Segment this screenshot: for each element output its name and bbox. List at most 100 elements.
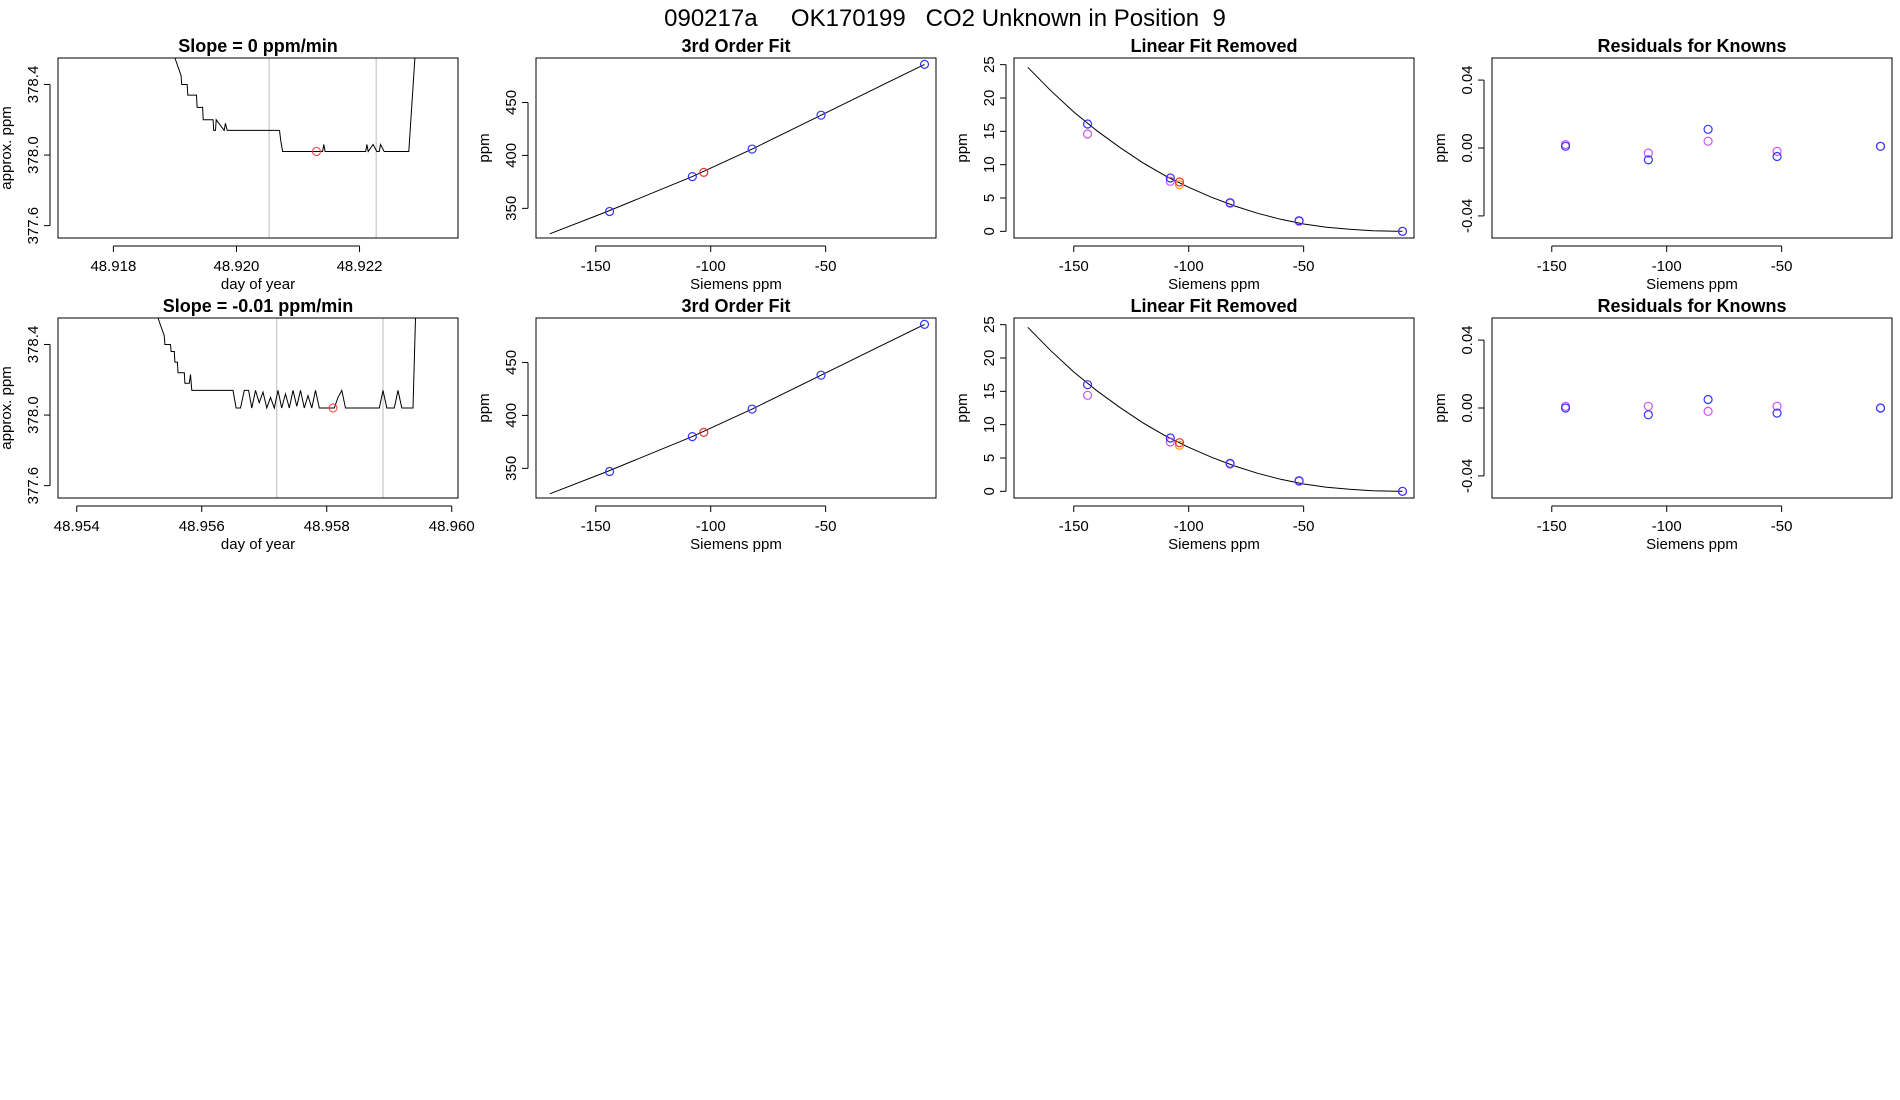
y-tick-label: 400 [503,143,520,168]
known-point [1294,216,1304,226]
y-tick-label: 20 [981,350,998,367]
plot-frame [535,317,937,499]
plot-frame [535,57,937,239]
known-point [816,110,826,120]
y-tick-label: 5 [981,194,998,202]
known-point [1397,226,1408,236]
known-point [1703,124,1713,134]
y-axis-label: ppm [476,393,493,422]
unknown-point [1174,177,1185,187]
plot-title: Slope = -0.01 ppm/min [163,296,354,316]
y-tick-label: 10 [981,416,998,433]
x-tick-label: -150 [581,258,611,275]
x-tick-label: -100 [1174,518,1204,535]
known-point [1772,151,1782,162]
y-tick-label: 350 [503,456,520,481]
y-tick-label: 350 [503,196,520,221]
x-tick-label: -100 [696,518,726,535]
known-point [1560,403,1571,413]
known-point [747,144,757,154]
y-tick-label: 377.6 [25,207,42,245]
x-tick-label: 48.918 [90,258,136,275]
known-point [1082,119,1093,129]
x-tick-label: -100 [1652,518,1682,535]
y-tick-label: 0.00 [1459,393,1476,422]
y-axis-label: ppm [954,133,971,162]
x-tick-label: -100 [1652,258,1682,275]
x-axis-label: Siemens ppm [1646,536,1738,553]
known-point [1397,486,1408,496]
y-tick-label: 378.0 [25,136,42,174]
known-point [1560,141,1571,151]
y-tick-label: 0.04 [1459,325,1476,354]
x-axis-label: Siemens ppm [1168,536,1260,553]
y-axis-label: approx. ppm [0,366,15,449]
y-tick-label: 378.4 [25,326,42,364]
x-tick-label: -150 [581,518,611,535]
unknown-point [699,427,709,437]
plot-data [157,318,416,413]
x-axis-label: Siemens ppm [1646,276,1738,293]
x-tick-label: -50 [1293,518,1315,535]
previous-point [1082,390,1093,400]
y-axis-label: ppm [954,393,971,422]
x-tick-label: -150 [1059,518,1089,535]
plot-data [1027,66,1408,236]
x-axis-label: Siemens ppm [1168,276,1260,293]
known-point [1875,141,1886,151]
known-point [919,319,930,329]
plot-panel-3: -150 -100 -50 0 5 10 15 20 25 Linear Fit Removed S… [954,36,1415,293]
y-tick-label: 0.00 [1459,133,1476,162]
known-point [816,370,826,380]
known-point [1643,155,1653,165]
plot-frame [1491,57,1893,239]
known-point [919,59,930,69]
plot-panel-4: -150 -100 -50 -0.04 0.00 0.04 Residuals for Kn… [1432,36,1893,293]
x-tick-label: 48.960 [429,518,475,535]
y-axis-label: ppm [476,133,493,162]
x-tick-label: -50 [1771,518,1793,535]
plot-title: Residuals for Knowns [1597,296,1786,316]
plot-frame [1013,57,1415,239]
panel-grid: 48.918 48.920 48.922 377.6 378.0 378.4 Slope =… [0,36,1893,553]
plot-panel-5: 48.954 48.956 48.958 48.960 377.6 378.0 378.4 S… [0,296,475,553]
x-tick-label: 48.958 [304,518,350,535]
x-tick-label: 48.956 [179,518,225,535]
x-axis-label: Siemens ppm [690,536,782,553]
x-tick-label: -150 [1059,258,1089,275]
y-tick-label: 450 [503,90,520,115]
previous-point [1703,136,1713,146]
x-tick-label: 48.954 [54,518,100,535]
data-trace [174,58,416,153]
plot-panel-1: 48.918 48.920 48.922 377.6 378.0 378.4 Slope =… [0,36,459,293]
x-tick-label: -50 [1771,258,1793,275]
x-tick-label: -50 [815,518,837,535]
known-point [1772,408,1782,418]
previous-point [1165,437,1175,447]
unknown-point [1174,438,1185,448]
plot-panel-6: -150 -100 -50 350 400 450 3rd Order Fit Siemens… [476,296,937,553]
plot-data [1560,394,1886,420]
y-tick-label: 25 [981,316,998,333]
y-tick-label: 10 [981,156,998,173]
y-axis-label: approx. ppm [0,106,15,189]
x-tick-label: -50 [1293,258,1315,275]
x-tick-label: -100 [696,258,726,275]
known-point [1294,476,1304,486]
known-point [1643,410,1653,420]
unknown-point [699,167,709,177]
plot-data [549,59,930,235]
known-point [1165,433,1175,443]
y-axis-label: ppm [1432,133,1449,162]
y-tick-label: 0 [981,487,998,495]
y-tick-label: 378.0 [25,396,42,434]
x-tick-label: -150 [1537,258,1567,275]
known-point [1225,458,1235,468]
y-tick-label: 450 [503,350,520,375]
plot-frame [57,57,459,239]
y-tick-label: -0.04 [1459,459,1476,493]
y-tick-label: 25 [981,56,998,73]
x-tick-label: -100 [1174,258,1204,275]
plot-panel-7: -150 -100 -50 0 5 10 15 20 25 Linear Fit Removed S… [954,296,1415,553]
x-tick-label: -150 [1537,518,1567,535]
